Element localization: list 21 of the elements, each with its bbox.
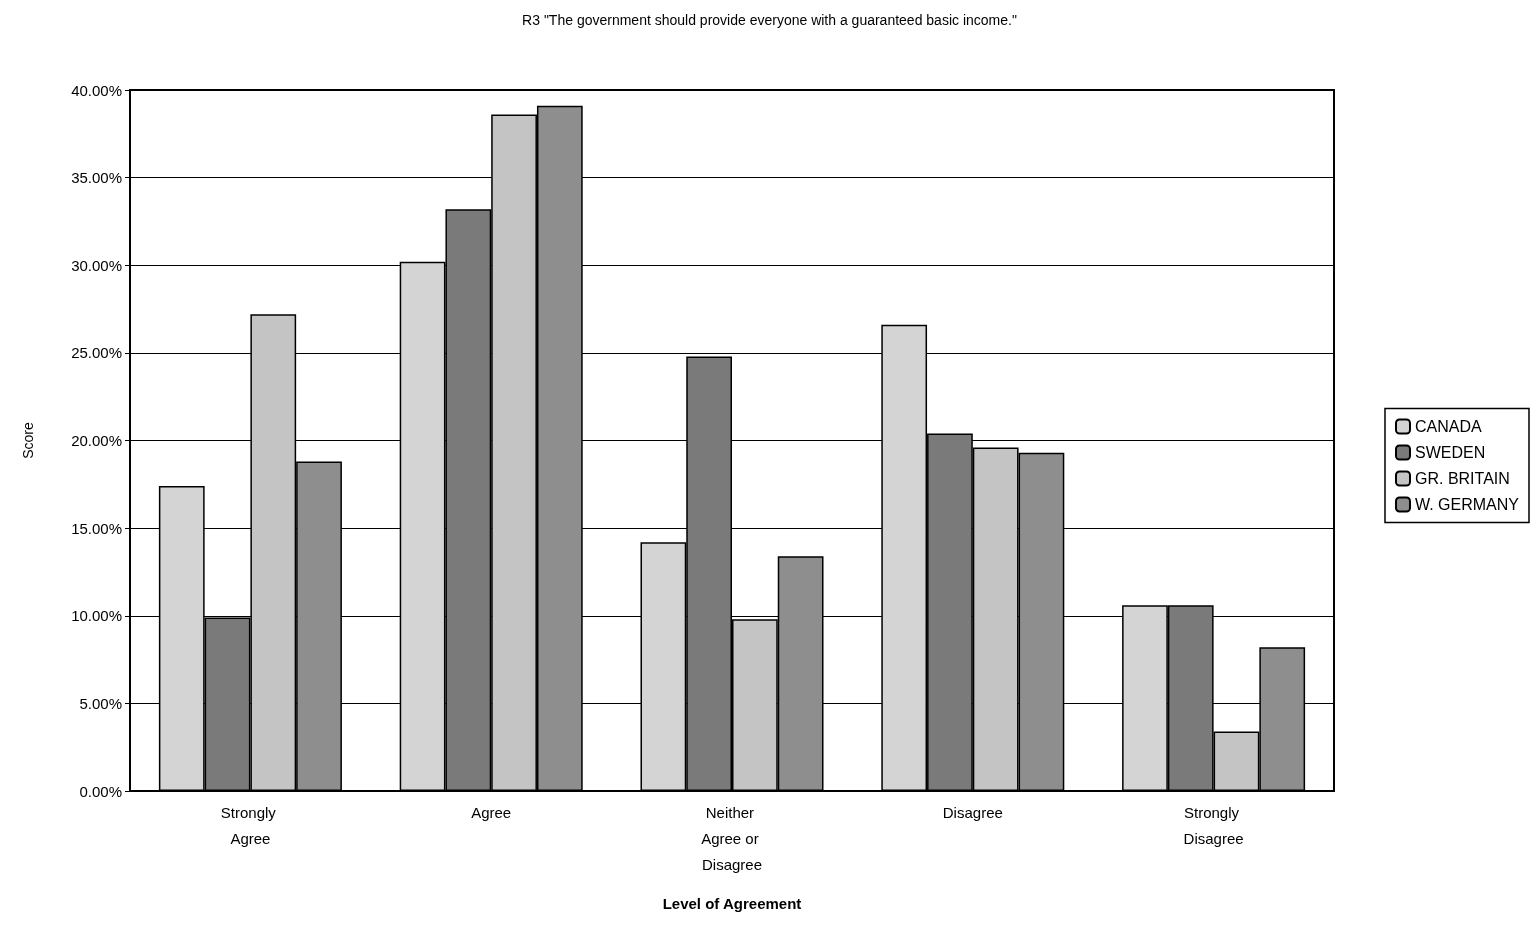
legend-label: W. GERMANY [1414, 496, 1520, 513]
y-axis-title: Score [20, 422, 36, 459]
x-axis-title: Level of Agreement [662, 895, 802, 912]
y-tick-label: 35.00% [71, 169, 122, 187]
legend-label: CANADA [1414, 418, 1482, 435]
x-tick-label: Agree [471, 803, 512, 821]
legend-label: SWEDEN [1414, 444, 1486, 461]
y-tick-label: 5.00% [79, 694, 122, 712]
legend-label: GR. BRITAIN [1414, 470, 1510, 487]
x-tick-label: Neither Agree or Disagree [701, 803, 763, 873]
y-tick-label: 15.00% [71, 519, 122, 537]
chart-title: R3 "The government should provide everyone with a guaranteed basic income." [522, 12, 1017, 28]
y-tick-label: 30.00% [71, 256, 122, 274]
y-tick-label: 10.00% [71, 607, 122, 625]
y-tick-label: 20.00% [71, 432, 122, 449]
x-tick-label: Strongly Agree [220, 803, 280, 847]
y-tick-label: 0.00% [79, 782, 122, 800]
x-tick-label: Strongly Disagree [1183, 803, 1244, 847]
y-tick-label: 25.00% [71, 344, 122, 362]
y-tick-label: 40.00% [71, 81, 122, 99]
x-tick-label: Disagree [942, 803, 1003, 821]
